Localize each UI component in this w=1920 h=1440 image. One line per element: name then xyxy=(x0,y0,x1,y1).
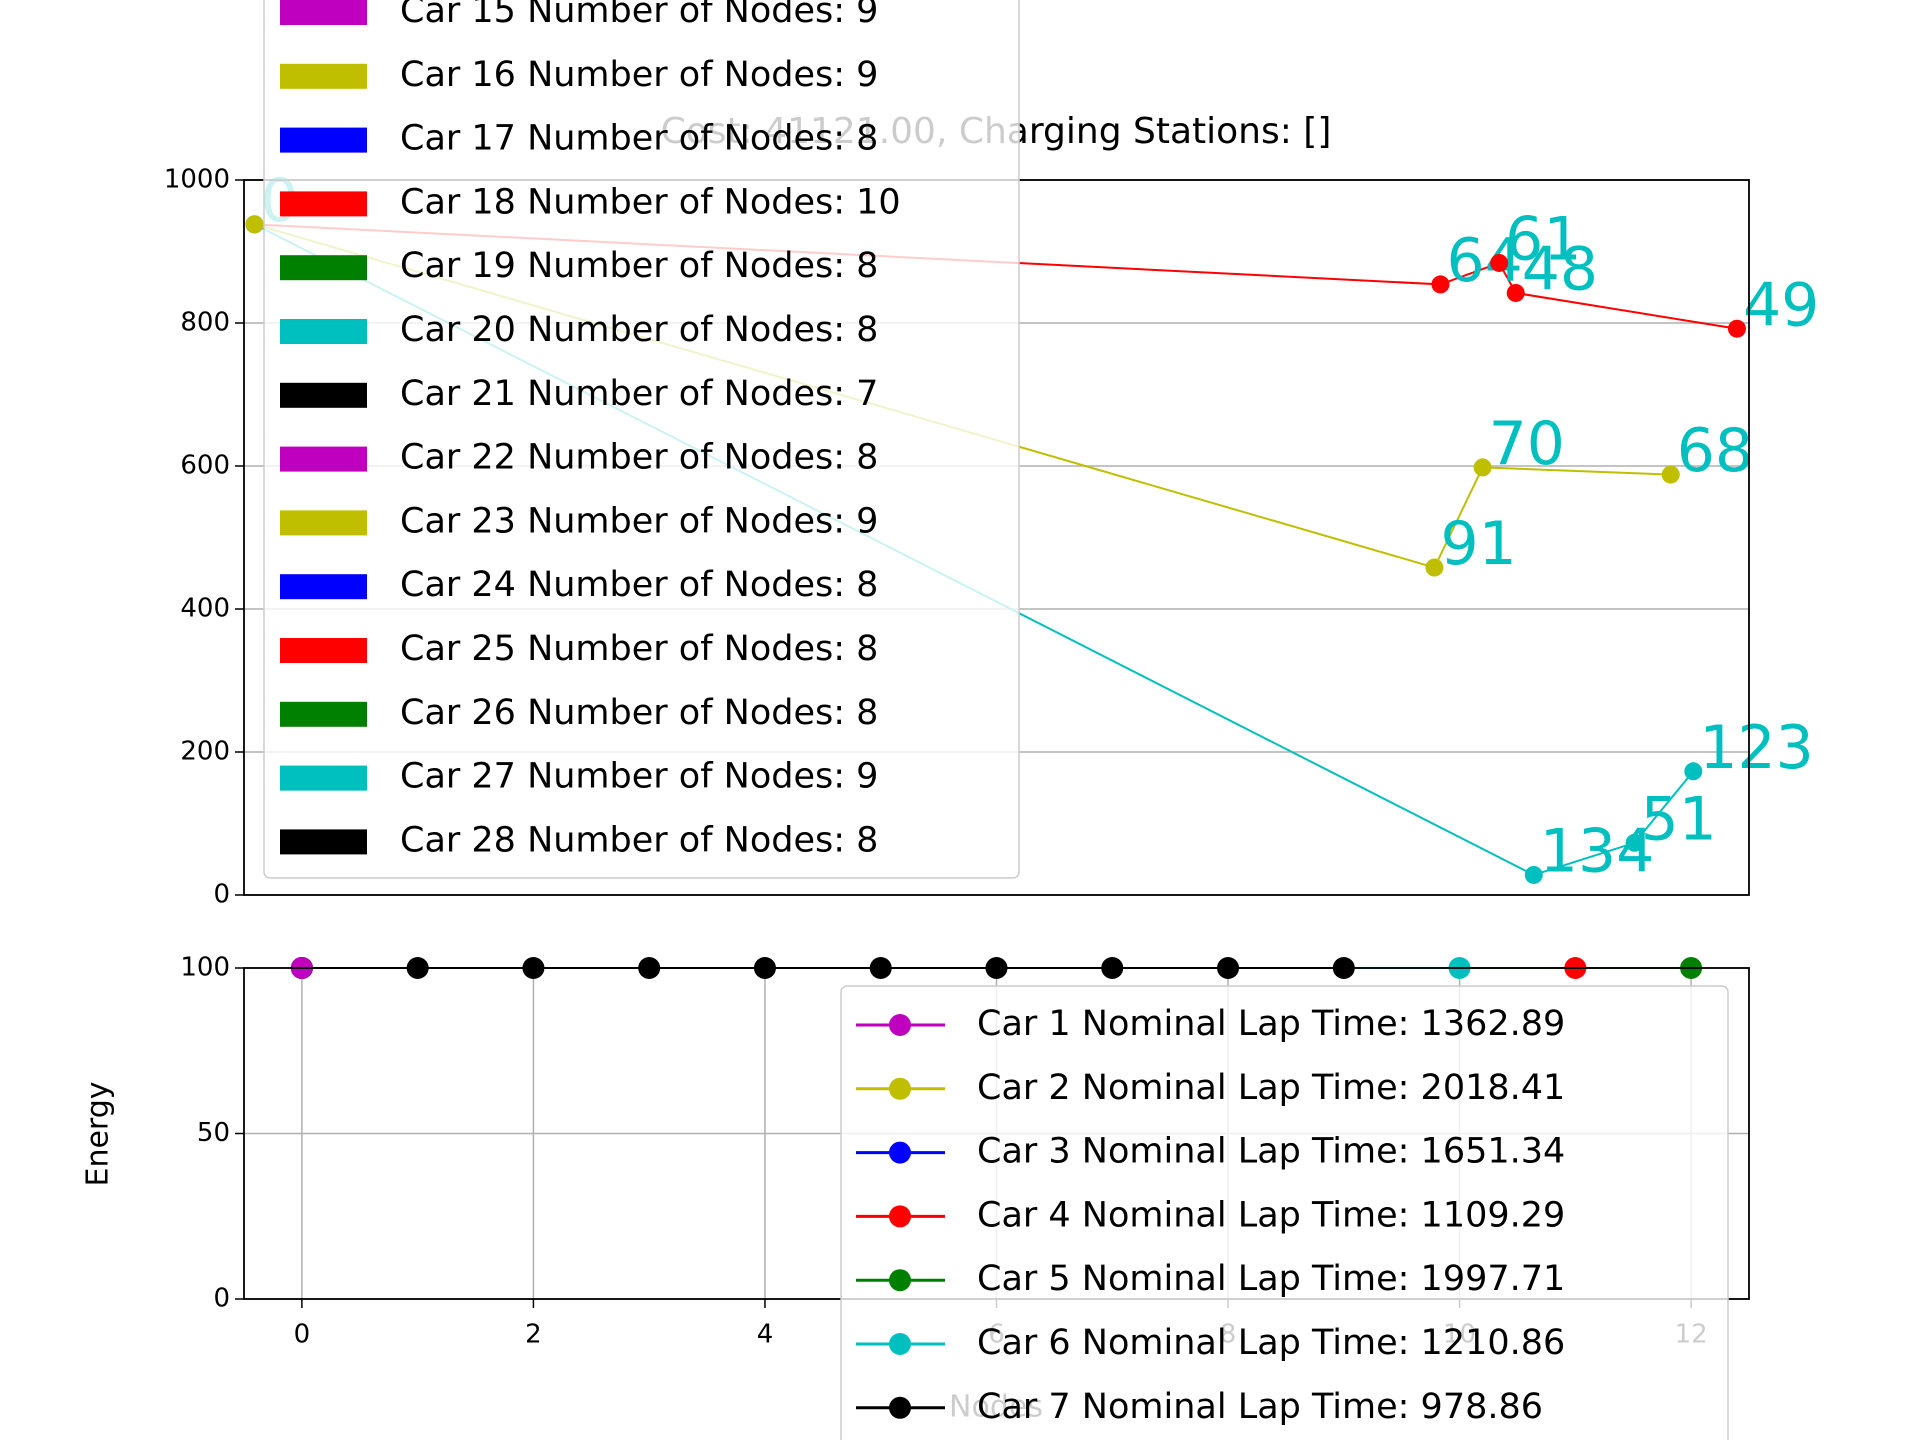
legend-label: Car 17 Number of Nodes: 8 xyxy=(400,119,878,159)
legend-label: Car 28 Number of Nodes: 8 xyxy=(400,820,878,860)
node-label: 134 xyxy=(1540,817,1655,887)
route-node xyxy=(1661,465,1680,484)
y-tick-label: 50 xyxy=(197,1118,230,1148)
route-node xyxy=(1727,319,1746,338)
route-node xyxy=(1425,558,1444,577)
legend-swatch xyxy=(280,829,367,855)
legend-swatch xyxy=(889,1141,911,1164)
legend-label: Car 5 Nominal Lap Time: 1997.71 xyxy=(977,1259,1565,1299)
route-node xyxy=(1506,283,1525,302)
node-label: 123 xyxy=(1699,713,1814,783)
node-label: 48 xyxy=(1522,235,1598,305)
legend-label: Car 18 Number of Nodes: 10 xyxy=(400,182,901,222)
y-tick-label: 0 xyxy=(213,880,230,910)
y-tick-label: 200 xyxy=(180,737,230,767)
legend-label: Car 20 Number of Nodes: 8 xyxy=(400,310,878,350)
route-node xyxy=(1684,762,1703,781)
legend-label: Car 2 Nominal Lap Time: 2018.41 xyxy=(977,1068,1565,1108)
node-label: 61 xyxy=(1505,205,1581,275)
legend-swatch xyxy=(280,319,367,344)
y-tick-label: 100 xyxy=(180,953,230,983)
legend-box xyxy=(840,985,1729,1440)
y-tick-label: 400 xyxy=(180,594,230,624)
y-tick-label: 1000 xyxy=(164,165,230,195)
legend-label: Car 25 Number of Nodes: 8 xyxy=(400,629,878,669)
x-tick-label: 0 xyxy=(294,1320,311,1350)
y-tick-label: 600 xyxy=(180,451,230,481)
legend-label: Car 6 Nominal Lap Time: 1210.86 xyxy=(977,1323,1565,1363)
legend-swatch xyxy=(889,1396,911,1419)
x-tick-label: 4 xyxy=(757,1320,774,1350)
legend-swatch xyxy=(280,63,367,89)
legend-swatch xyxy=(280,382,367,408)
legend-swatch xyxy=(280,701,367,727)
legend-swatch xyxy=(280,765,367,791)
legend-swatch xyxy=(280,446,367,472)
y-axis-label: Energy xyxy=(81,1081,116,1186)
legend-label: Car 24 Number of Nodes: 8 xyxy=(400,565,878,605)
legend-label: Car 22 Number of Nodes: 8 xyxy=(400,438,878,478)
legend-label: Car 1 Nominal Lap Time: 1362.89 xyxy=(977,1004,1565,1044)
legend-label: Car 26 Number of Nodes: 8 xyxy=(400,693,878,733)
legend-label: Car 3 Nominal Lap Time: 1651.34 xyxy=(977,1132,1565,1172)
legend-swatch xyxy=(280,638,367,663)
legend-label: Car 19 Number of Nodes: 8 xyxy=(400,246,878,286)
legend-label: Car 27 Number of Nodes: 9 xyxy=(400,757,878,797)
legend-label: Car 7 Nominal Lap Time: 978.86 xyxy=(977,1387,1543,1427)
legend-swatch xyxy=(280,255,367,281)
legend-swatch xyxy=(280,191,367,217)
legend-swatch xyxy=(889,1014,911,1036)
route-node xyxy=(1524,865,1543,884)
route-node xyxy=(245,215,264,234)
legend-label: Car 15 Number of Nodes: 9 xyxy=(400,0,878,31)
legend-swatch xyxy=(280,127,367,153)
legend-swatch xyxy=(889,1205,911,1228)
y-tick-label: 0 xyxy=(213,1284,230,1314)
route-node xyxy=(1431,275,1450,294)
legend-swatch xyxy=(280,0,367,25)
legend-swatch xyxy=(889,1333,911,1355)
node-label: 49 xyxy=(1743,270,1819,340)
legend-label: Car 16 Number of Nodes: 9 xyxy=(400,55,878,95)
node-label: 68 xyxy=(1677,416,1753,486)
legend-swatch xyxy=(889,1077,911,1100)
x-tick-label: 2 xyxy=(525,1320,542,1350)
node-label: 91 xyxy=(1440,509,1516,579)
node-label: 70 xyxy=(1489,409,1565,479)
legend-swatch xyxy=(280,510,367,536)
node-label: 64 xyxy=(1446,226,1522,296)
route-node xyxy=(1473,458,1492,477)
legend-swatch xyxy=(889,1269,911,1292)
legend-label: Car 23 Number of Nodes: 9 xyxy=(400,501,878,541)
y-tick-label: 800 xyxy=(180,308,230,338)
legend-label: Car 4 Nominal Lap Time: 1109.29 xyxy=(977,1195,1565,1235)
route-node xyxy=(1490,253,1509,272)
node-label: 51 xyxy=(1641,784,1717,854)
legend-box xyxy=(263,0,1020,879)
legend-label: Car 21 Number of Nodes: 7 xyxy=(400,374,878,414)
legend-swatch xyxy=(280,574,367,600)
route-node xyxy=(1625,833,1644,852)
